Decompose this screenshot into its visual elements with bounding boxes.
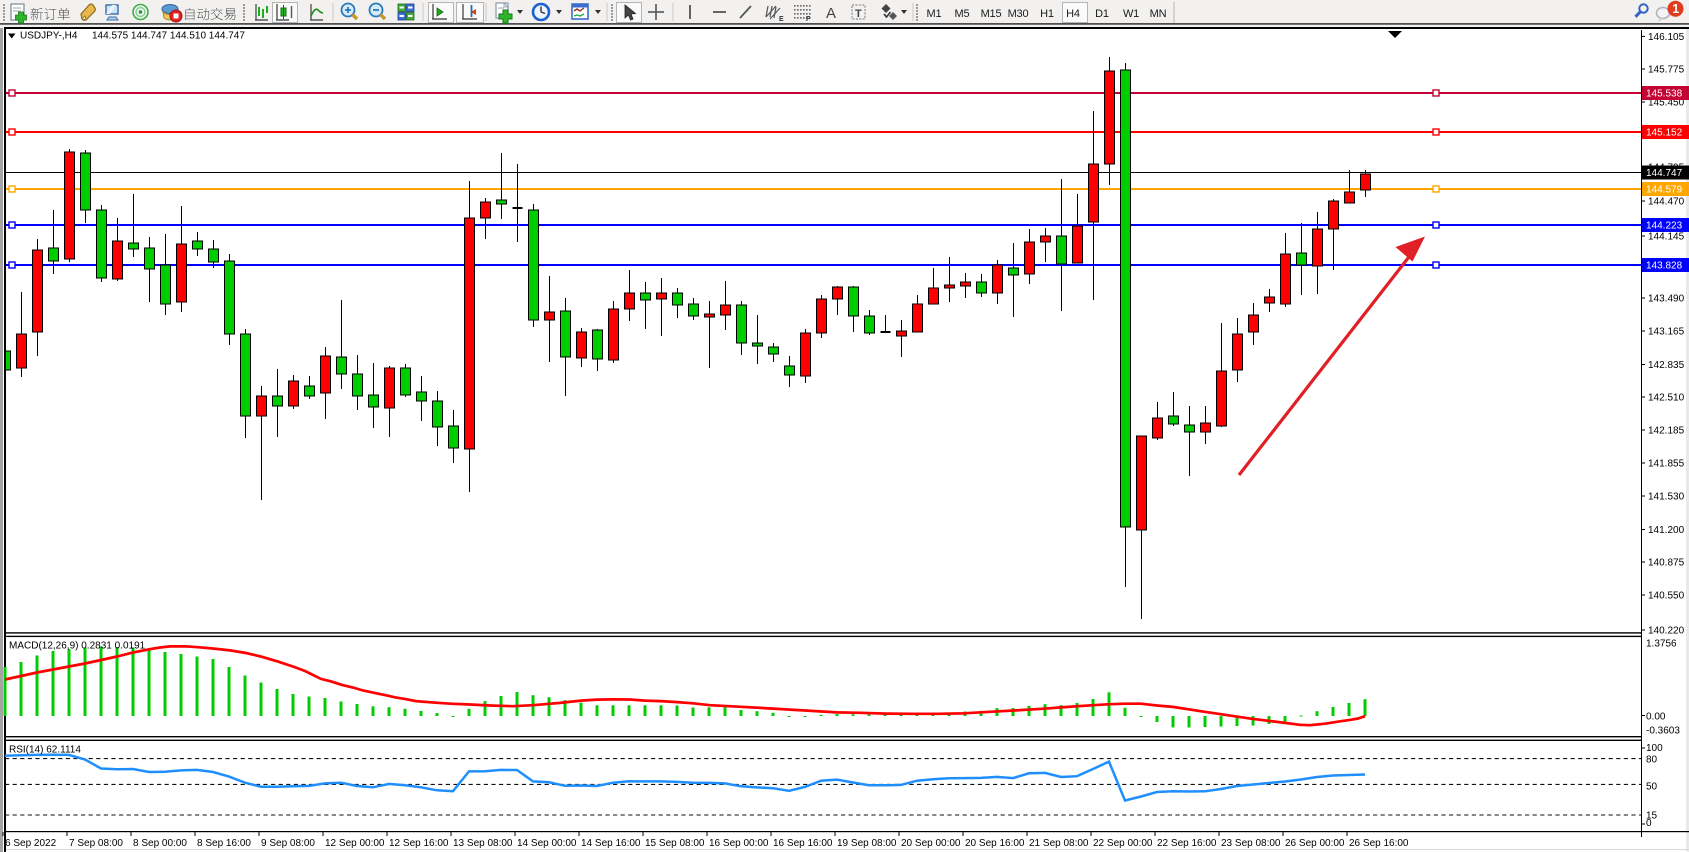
svg-text:-0.3603: -0.3603 xyxy=(1646,726,1680,737)
svg-text:144.575 144.747 144.510 144.74: 144.575 144.747 144.510 144.747 xyxy=(92,31,245,42)
svg-text:144.579: 144.579 xyxy=(1646,185,1683,196)
svg-text:H1: H1 xyxy=(1040,8,1054,20)
svg-text:142.835: 142.835 xyxy=(1648,360,1685,371)
svg-text:RSI(14) 62.1114: RSI(14) 62.1114 xyxy=(9,744,81,755)
svg-text:M1: M1 xyxy=(927,8,942,20)
svg-text:15 Sep 08:00: 15 Sep 08:00 xyxy=(645,838,705,849)
svg-text:9 Sep 08:00: 9 Sep 08:00 xyxy=(261,838,315,849)
svg-text:100: 100 xyxy=(1646,743,1663,754)
svg-text:T: T xyxy=(855,8,862,20)
svg-text:140.875: 140.875 xyxy=(1648,558,1685,569)
svg-text:141.855: 141.855 xyxy=(1648,459,1685,470)
svg-text:6 Sep 2022: 6 Sep 2022 xyxy=(5,838,57,849)
svg-text:141.200: 141.200 xyxy=(1648,525,1685,536)
svg-text:143.828: 143.828 xyxy=(1646,261,1683,272)
svg-text:143.490: 143.490 xyxy=(1648,294,1685,305)
svg-text:14 Sep 16:00: 14 Sep 16:00 xyxy=(581,838,641,849)
svg-text:A: A xyxy=(826,5,836,22)
svg-text:23 Sep 08:00: 23 Sep 08:00 xyxy=(1221,838,1281,849)
svg-text:15: 15 xyxy=(1646,811,1658,822)
svg-text:14 Sep 00:00: 14 Sep 00:00 xyxy=(517,838,577,849)
svg-text:1: 1 xyxy=(1672,2,1679,16)
svg-text:16 Sep 16:00: 16 Sep 16:00 xyxy=(773,838,833,849)
svg-text:145.152: 145.152 xyxy=(1646,128,1683,139)
svg-text:20 Sep 16:00: 20 Sep 16:00 xyxy=(965,838,1025,849)
svg-text:D1: D1 xyxy=(1095,8,1109,20)
svg-text:8 Sep 00:00: 8 Sep 00:00 xyxy=(133,838,187,849)
svg-text:M15: M15 xyxy=(981,8,1002,20)
svg-text:141.530: 141.530 xyxy=(1648,492,1685,503)
svg-text:146.105: 146.105 xyxy=(1648,32,1685,43)
svg-text:20 Sep 00:00: 20 Sep 00:00 xyxy=(901,838,961,849)
svg-text:144.470: 144.470 xyxy=(1648,197,1685,208)
svg-text:MACD(12,26,9) 0.2831 0.0191: MACD(12,26,9) 0.2831 0.0191 xyxy=(9,641,146,652)
svg-text:142.185: 142.185 xyxy=(1648,426,1685,437)
svg-text:140.220: 140.220 xyxy=(1648,626,1685,637)
svg-text:80: 80 xyxy=(1646,755,1658,766)
svg-text:16 Sep 00:00: 16 Sep 00:00 xyxy=(709,838,769,849)
svg-text:145.538: 145.538 xyxy=(1646,89,1683,100)
svg-text:26 Sep 00:00: 26 Sep 00:00 xyxy=(1285,838,1345,849)
svg-text:7 Sep 08:00: 7 Sep 08:00 xyxy=(69,838,123,849)
svg-text:12 Sep 16:00: 12 Sep 16:00 xyxy=(389,838,449,849)
svg-text:140.550: 140.550 xyxy=(1648,591,1685,602)
svg-text:1.3756: 1.3756 xyxy=(1646,639,1677,650)
svg-text:F: F xyxy=(806,16,811,23)
svg-text:E: E xyxy=(779,16,784,23)
svg-text:143.165: 143.165 xyxy=(1648,327,1685,338)
svg-text:MN: MN xyxy=(1150,8,1167,20)
svg-text:144.747: 144.747 xyxy=(1646,168,1683,179)
svg-text:144.223: 144.223 xyxy=(1646,221,1683,232)
svg-text:0.00: 0.00 xyxy=(1646,712,1666,723)
svg-text:19 Sep 08:00: 19 Sep 08:00 xyxy=(837,838,897,849)
svg-text:8 Sep 16:00: 8 Sep 16:00 xyxy=(197,838,251,849)
svg-text:21 Sep 08:00: 21 Sep 08:00 xyxy=(1029,838,1089,849)
svg-text:142.510: 142.510 xyxy=(1648,393,1685,404)
svg-text:W1: W1 xyxy=(1123,8,1139,20)
svg-text:M5: M5 xyxy=(955,8,970,20)
svg-text:145.450: 145.450 xyxy=(1648,98,1685,109)
svg-text:22 Sep 16:00: 22 Sep 16:00 xyxy=(1157,838,1217,849)
svg-text:26 Sep 16:00: 26 Sep 16:00 xyxy=(1349,838,1409,849)
svg-text:H4: H4 xyxy=(1066,8,1080,20)
svg-text:145.775: 145.775 xyxy=(1648,65,1685,76)
svg-text:13 Sep 08:00: 13 Sep 08:00 xyxy=(453,838,513,849)
svg-text:USDJPY-,H4: USDJPY-,H4 xyxy=(20,31,78,42)
svg-text:M30: M30 xyxy=(1008,8,1029,20)
svg-text:22 Sep 00:00: 22 Sep 00:00 xyxy=(1093,838,1153,849)
svg-text:50: 50 xyxy=(1646,782,1658,793)
svg-text:144.145: 144.145 xyxy=(1648,232,1685,243)
svg-text:12 Sep 00:00: 12 Sep 00:00 xyxy=(325,838,385,849)
svg-text:0: 0 xyxy=(1646,818,1652,829)
